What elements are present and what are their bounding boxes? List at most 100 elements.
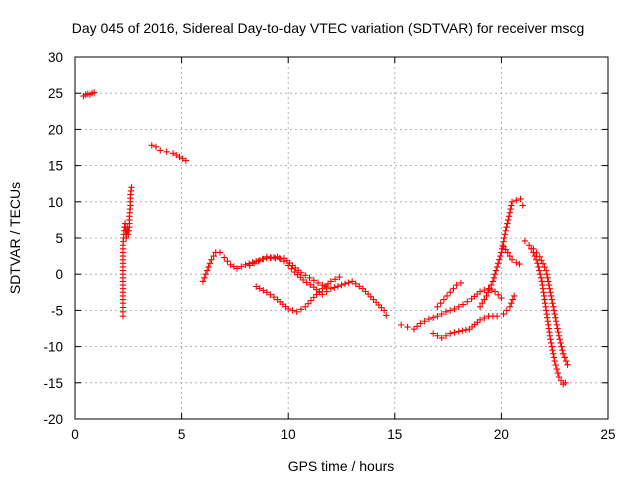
data-point (459, 301, 467, 308)
data-point (157, 147, 164, 154)
data-point-interp (459, 327, 466, 334)
data-point (506, 209, 514, 216)
data-point (547, 336, 554, 343)
data-point (404, 323, 411, 331)
data-point-interp (545, 278, 552, 285)
data-point (323, 284, 330, 291)
data-point-interp (270, 293, 278, 301)
data-point (319, 291, 326, 298)
data-point-interp (210, 252, 217, 260)
data-point-interp (481, 314, 488, 322)
data-point-interp (267, 254, 275, 261)
data-point-interp (224, 257, 231, 265)
data-point-interp (438, 310, 445, 318)
data-point (425, 315, 433, 323)
data-point (163, 148, 170, 156)
data-point-interp (434, 332, 441, 339)
data-point-interp (547, 339, 555, 347)
y-tick-label: -15 (43, 376, 63, 391)
data-point (338, 281, 345, 289)
data-point-interp (307, 297, 315, 304)
data-point-interp (548, 296, 556, 303)
data-point-interp (313, 291, 320, 298)
data-point-interp (559, 347, 566, 354)
y-tick-label: 0 (55, 267, 63, 282)
data-point-interp (544, 274, 551, 282)
data-point (547, 289, 554, 296)
data-point (221, 254, 228, 261)
data-point-interp (550, 303, 557, 310)
data-point-interp (550, 350, 557, 358)
data-point-interp (533, 249, 540, 257)
data-point (508, 198, 516, 205)
y-tick-label: -20 (43, 412, 63, 427)
data-point-interp (550, 307, 558, 314)
data-point-interp (267, 291, 274, 298)
y-tick-label: 25 (48, 86, 63, 101)
data-point-interp (331, 276, 339, 283)
data-point-interp (341, 280, 349, 288)
data-point-interp (505, 213, 513, 220)
data-point (536, 253, 543, 261)
data-point-interp (455, 303, 462, 310)
data-point-interp (509, 296, 516, 303)
data-point (457, 279, 465, 287)
data-point-interp (548, 343, 556, 350)
data-point (128, 184, 135, 191)
data-point (551, 357, 558, 365)
data-point-interp (205, 263, 212, 271)
data-point (555, 332, 563, 339)
data-point-interp (316, 288, 323, 295)
data-point-interp (479, 299, 486, 307)
data-point (513, 197, 520, 204)
data-point-interp (537, 274, 545, 282)
x-axis-label: GPS time / hours (288, 458, 395, 474)
data-point (417, 320, 424, 327)
data-point-interp (543, 271, 551, 278)
data-point (438, 334, 445, 342)
data-point (216, 249, 224, 256)
data-point-interp (503, 223, 510, 231)
data-point (517, 195, 524, 203)
data-point-interp (206, 260, 214, 267)
data-point-interp (552, 314, 559, 321)
data-point-interp (443, 292, 451, 300)
data-point (447, 289, 454, 296)
data-point (560, 350, 567, 358)
data-point (521, 237, 529, 245)
data-point-interp (288, 265, 295, 272)
data-point (455, 328, 462, 335)
data-point-interp (556, 336, 564, 343)
data-point-interp (484, 289, 492, 296)
data-point-interp (450, 285, 457, 292)
data-point (434, 312, 441, 320)
data-point-interp (437, 299, 444, 307)
data-point (504, 249, 511, 256)
data-point-interp (539, 260, 547, 267)
data-point-interp (302, 272, 309, 279)
data-point (208, 256, 215, 263)
data-point (519, 202, 526, 209)
data-point (551, 310, 558, 318)
data-point-interp (238, 263, 245, 270)
data-point (493, 312, 501, 320)
data-point (246, 262, 254, 269)
data-point (199, 278, 207, 285)
data-point (508, 256, 516, 263)
data-point (555, 373, 563, 381)
data-point-interp (491, 271, 499, 278)
grid-lines (75, 57, 608, 419)
data-point (302, 303, 309, 310)
data-point-interp (535, 263, 542, 271)
data-point (327, 285, 335, 292)
y-axis-ticks: -20 -15 -10 -5 0 5 10 15 20 25 30 (43, 50, 608, 427)
data-point-interp (250, 260, 258, 267)
x-axis-ticks: 0 5 10 15 20 25 (71, 57, 616, 442)
x-tick-label: 15 (387, 427, 402, 442)
data-point (447, 330, 454, 337)
data-point (336, 273, 343, 281)
data-point (410, 326, 418, 333)
data-point-interp (451, 329, 458, 336)
data-point-interp (552, 318, 560, 325)
